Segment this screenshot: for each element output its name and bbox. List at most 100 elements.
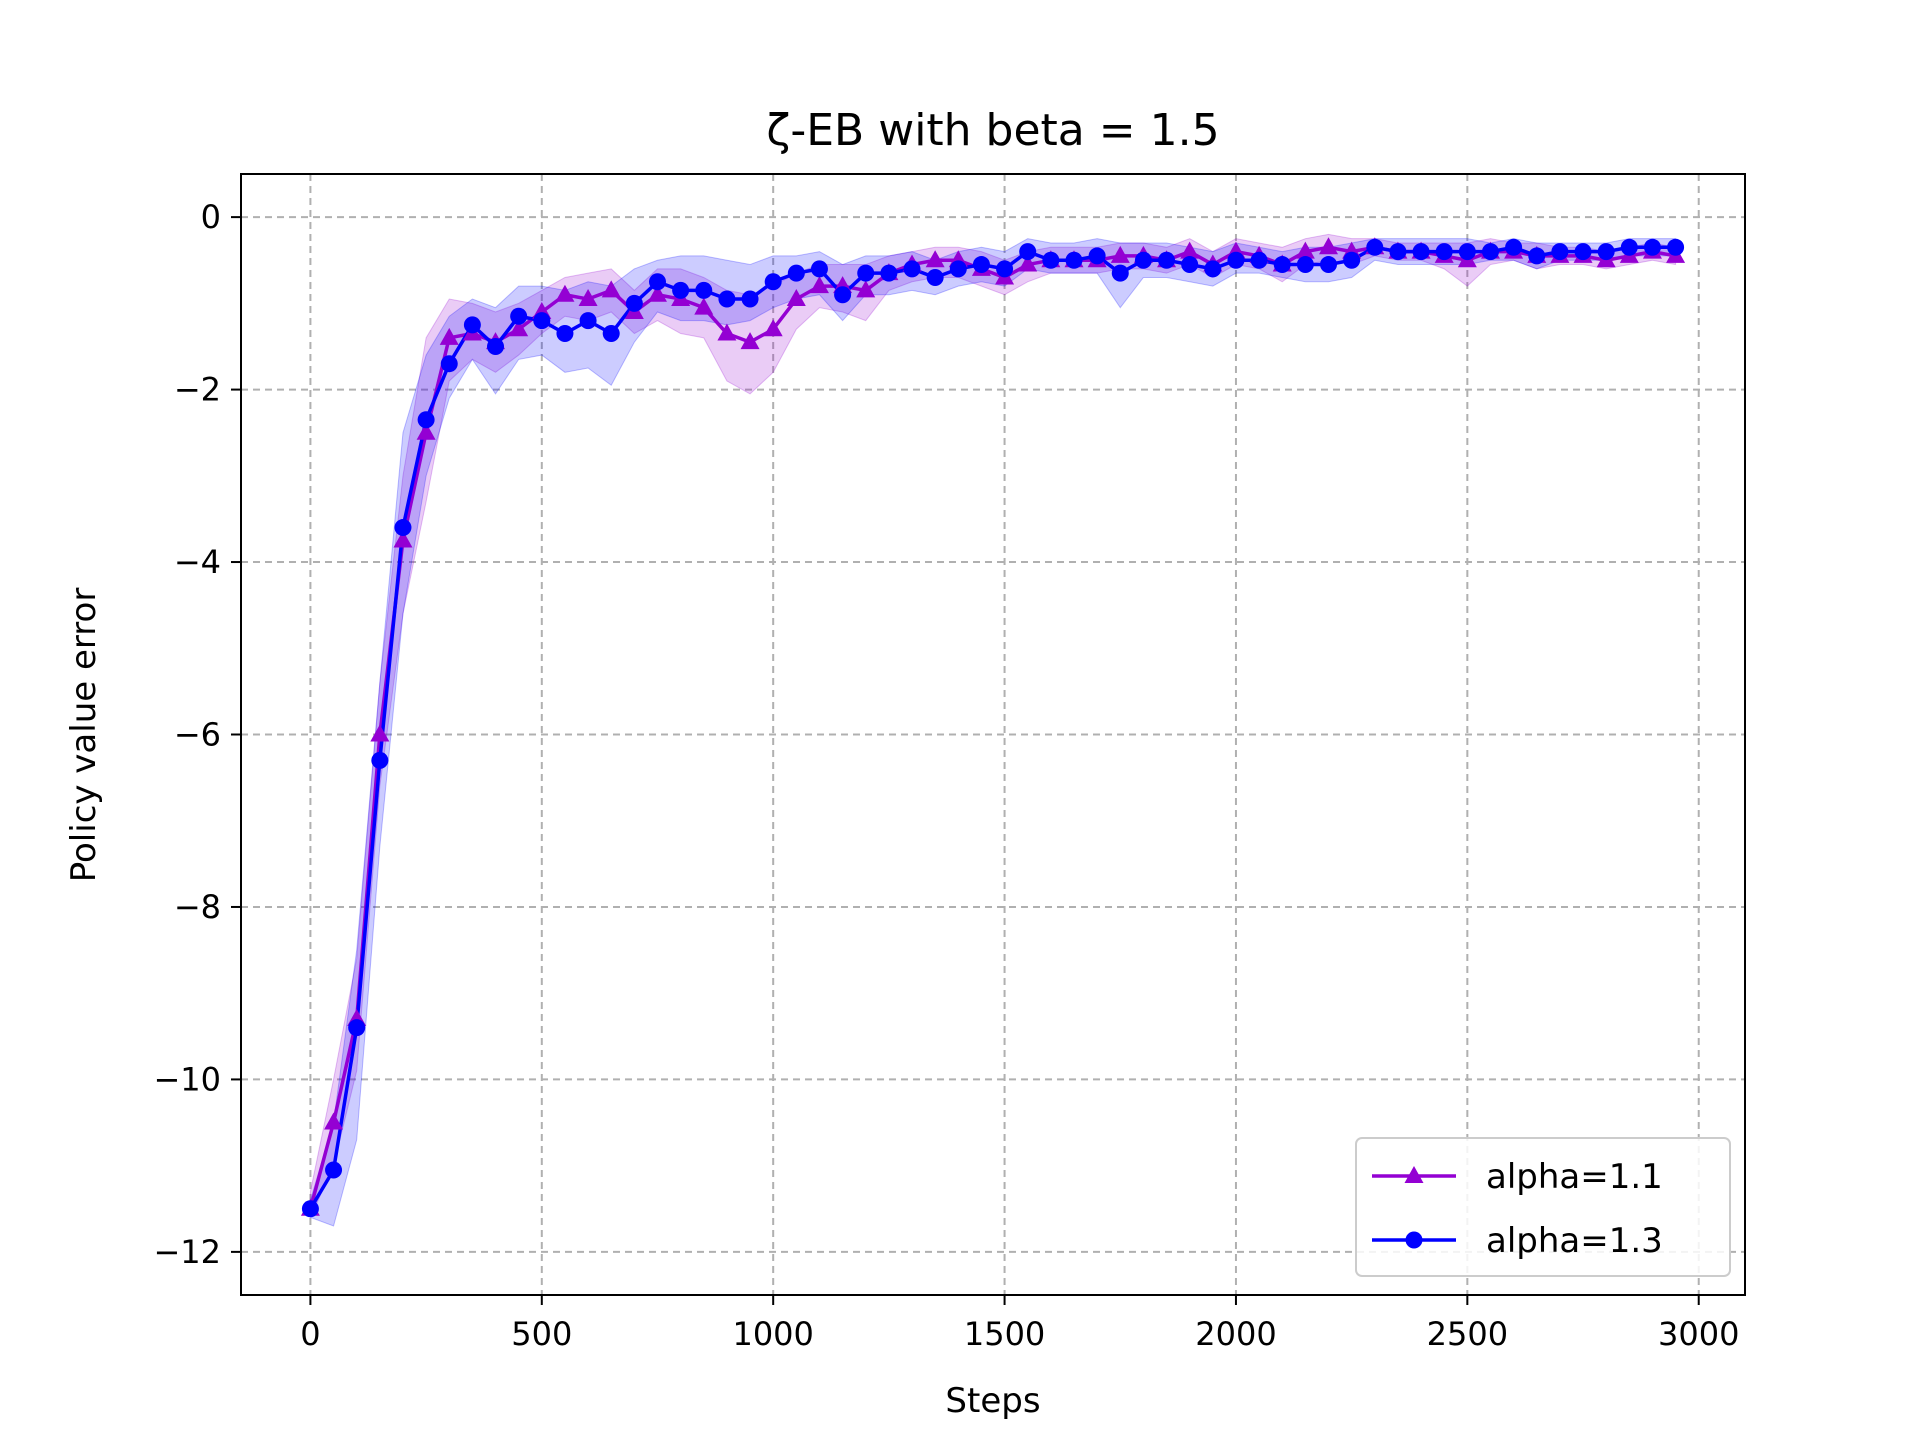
data-point <box>1389 243 1407 261</box>
data-point <box>1320 256 1338 274</box>
y-tick-label: −2 <box>174 371 221 409</box>
y-axis-label: Policy value error <box>64 588 104 883</box>
data-point <box>856 280 876 298</box>
data-point <box>1296 256 1314 274</box>
legend-marker <box>1404 1166 1424 1183</box>
data-point <box>1019 243 1037 261</box>
data-point <box>694 297 714 315</box>
data-point <box>440 355 458 373</box>
data-point <box>533 312 551 330</box>
data-point <box>647 284 667 302</box>
legend: alpha=1.1 alpha=1.3 <box>1355 1137 1731 1277</box>
data-point <box>1458 243 1476 261</box>
data-point <box>786 289 806 307</box>
data-point <box>324 1112 344 1130</box>
data-point <box>578 289 598 307</box>
data-point <box>810 260 828 278</box>
data-point <box>601 280 621 298</box>
x-axis-label: Steps <box>945 1381 1040 1421</box>
data-point <box>510 307 528 325</box>
data-point <box>1227 251 1245 269</box>
data-point <box>1134 251 1152 269</box>
data-point <box>579 312 597 330</box>
data-point <box>903 260 921 278</box>
data-point <box>556 325 574 343</box>
data-point <box>1620 238 1638 256</box>
data-point <box>1065 251 1083 269</box>
data-point <box>1667 238 1685 256</box>
data-point <box>717 323 737 341</box>
data-point <box>325 1161 343 1179</box>
data-point <box>1319 237 1339 255</box>
x-tick-label: 2500 <box>1427 1315 1508 1353</box>
data-point <box>1250 251 1268 269</box>
data-point <box>555 284 575 302</box>
data-point <box>996 260 1014 278</box>
data-point <box>648 273 666 291</box>
data-point <box>1574 243 1592 261</box>
x-tick-label: 2000 <box>1195 1315 1276 1353</box>
x-tick-label: 500 <box>511 1315 572 1353</box>
data-point <box>718 290 736 308</box>
data-point <box>740 332 760 350</box>
data-point <box>764 273 782 291</box>
data-point <box>487 337 505 355</box>
y-tick-label: −12 <box>153 1233 221 1271</box>
data-point <box>880 264 898 282</box>
x-tick-label: 1000 <box>732 1315 813 1353</box>
data-point <box>1435 243 1453 261</box>
y-tick-label: −6 <box>174 716 221 754</box>
data-point <box>857 264 875 282</box>
data-point <box>625 294 643 312</box>
data-point <box>1088 247 1106 265</box>
data-point <box>371 751 389 769</box>
legend-label: alpha=1.3 <box>1486 1221 1663 1261</box>
data-point <box>809 276 829 294</box>
data-point <box>439 327 459 345</box>
data-point <box>1597 243 1615 261</box>
data-point <box>463 316 481 334</box>
data-point <box>1643 238 1661 256</box>
data-point <box>1481 243 1499 261</box>
data-point <box>1412 243 1430 261</box>
data-point <box>1204 260 1222 278</box>
data-point <box>348 1019 366 1037</box>
data-point <box>1343 251 1361 269</box>
y-tick-label: 0 <box>201 198 221 236</box>
data-point <box>741 290 759 308</box>
data-point <box>949 260 967 278</box>
data-point <box>1018 254 1038 272</box>
data-point <box>301 1200 319 1218</box>
y-tick-label: −4 <box>174 543 221 581</box>
data-point <box>763 319 783 337</box>
y-tick-label: −10 <box>153 1060 221 1098</box>
axis-ticks: 0 500 1000 1500 2000 2500 3000 0 −2 −4 −6 −8 −10 −12 <box>153 198 1739 1353</box>
data-point <box>695 281 713 299</box>
data-point <box>925 250 945 268</box>
chart-title: ζ-EB with beta = 1.5 <box>766 105 1219 156</box>
x-tick-label: 1500 <box>964 1315 1045 1353</box>
data-point <box>672 281 690 299</box>
data-point <box>1295 241 1315 259</box>
data-point <box>926 268 944 286</box>
data-point <box>1158 251 1176 269</box>
data-point <box>1505 238 1523 256</box>
y-tick-label: −8 <box>174 888 221 926</box>
data-point <box>393 530 413 548</box>
grid <box>241 174 1745 1295</box>
data-point <box>1528 247 1546 265</box>
data-point <box>417 411 435 429</box>
x-tick-label: 0 <box>300 1315 320 1353</box>
data-point <box>394 519 412 537</box>
legend-label: alpha=1.1 <box>1486 1157 1663 1197</box>
data-point <box>1551 243 1569 261</box>
data-point <box>972 256 990 274</box>
data-point <box>787 264 805 282</box>
data-point <box>370 724 390 742</box>
data-point <box>1042 251 1060 269</box>
data-point <box>1111 264 1129 282</box>
data-point <box>834 286 852 304</box>
data-point <box>1110 245 1130 263</box>
x-tick-label: 3000 <box>1658 1315 1739 1353</box>
